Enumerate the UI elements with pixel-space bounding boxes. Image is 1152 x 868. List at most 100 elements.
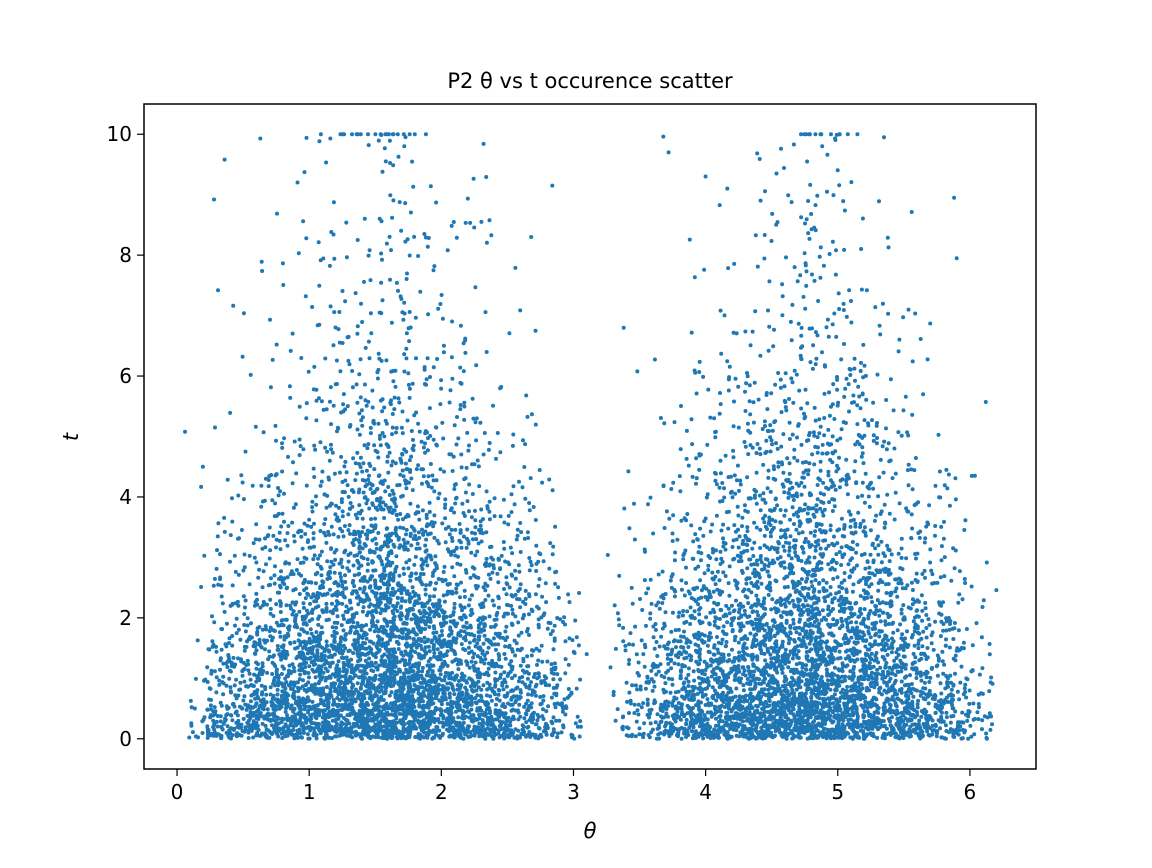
data-point bbox=[273, 423, 278, 428]
data-point bbox=[454, 720, 459, 725]
data-point bbox=[256, 575, 261, 580]
data-point bbox=[525, 626, 530, 631]
data-point bbox=[370, 483, 375, 488]
data-point bbox=[318, 132, 323, 137]
data-point bbox=[310, 305, 315, 309]
data-point bbox=[248, 677, 253, 682]
data-point bbox=[376, 455, 381, 460]
data-point bbox=[335, 696, 340, 700]
data-point bbox=[483, 310, 488, 315]
data-point bbox=[291, 719, 296, 724]
data-point bbox=[437, 651, 442, 656]
data-point bbox=[496, 713, 501, 718]
data-point bbox=[396, 517, 401, 522]
data-point bbox=[482, 562, 487, 567]
data-point bbox=[549, 719, 554, 724]
data-point bbox=[260, 690, 265, 695]
data-point bbox=[251, 541, 256, 546]
data-point bbox=[346, 528, 351, 533]
data-point bbox=[311, 557, 316, 562]
data-point bbox=[317, 673, 322, 678]
data-point bbox=[283, 676, 288, 681]
data-point bbox=[405, 271, 409, 276]
data-point bbox=[458, 562, 463, 567]
data-point bbox=[571, 649, 576, 654]
data-point bbox=[303, 532, 308, 536]
data-point bbox=[405, 467, 410, 472]
data-point bbox=[208, 715, 213, 720]
data-point bbox=[411, 536, 416, 541]
data-point bbox=[370, 529, 375, 534]
data-point bbox=[212, 620, 217, 625]
data-point bbox=[292, 624, 297, 629]
data-point bbox=[328, 385, 333, 390]
data-point bbox=[356, 654, 361, 659]
data-point bbox=[299, 735, 304, 740]
data-point bbox=[471, 416, 476, 421]
data-point bbox=[318, 644, 323, 649]
data-point bbox=[227, 641, 231, 645]
data-point bbox=[291, 460, 295, 465]
data-point bbox=[543, 730, 548, 735]
data-point bbox=[243, 449, 248, 454]
data-point bbox=[411, 627, 416, 632]
data-point bbox=[388, 638, 393, 642]
data-point bbox=[528, 476, 533, 481]
data-point bbox=[472, 633, 477, 638]
data-point bbox=[434, 608, 439, 612]
data-point bbox=[336, 505, 341, 510]
data-point bbox=[414, 410, 419, 415]
data-point bbox=[338, 369, 343, 374]
data-point bbox=[219, 594, 224, 599]
data-point bbox=[360, 469, 365, 474]
data-point bbox=[459, 452, 464, 457]
data-point bbox=[523, 442, 528, 447]
data-point bbox=[334, 382, 339, 386]
data-point bbox=[421, 572, 426, 577]
data-point bbox=[497, 698, 502, 703]
data-point bbox=[483, 598, 488, 602]
data-point bbox=[521, 732, 526, 737]
data-point bbox=[260, 661, 265, 666]
data-point bbox=[336, 702, 341, 707]
data-point bbox=[278, 603, 283, 608]
data-point bbox=[474, 416, 479, 421]
data-point bbox=[333, 604, 338, 609]
data-point bbox=[457, 538, 462, 543]
data-point bbox=[199, 585, 204, 589]
data-point bbox=[506, 522, 511, 527]
data-point bbox=[561, 725, 566, 730]
data-point bbox=[495, 610, 500, 615]
data-point bbox=[450, 376, 455, 381]
data-point bbox=[275, 692, 280, 697]
data-point bbox=[441, 570, 446, 574]
data-point bbox=[347, 362, 352, 367]
data-point bbox=[245, 616, 250, 621]
data-point bbox=[536, 559, 541, 564]
data-point bbox=[496, 692, 501, 697]
data-point bbox=[283, 709, 288, 714]
data-point bbox=[346, 649, 351, 654]
data-point bbox=[345, 404, 350, 409]
data-point bbox=[379, 673, 384, 678]
data-point bbox=[312, 475, 317, 479]
data-point bbox=[297, 650, 302, 655]
data-point bbox=[343, 609, 348, 614]
data-point bbox=[420, 669, 425, 674]
data-point bbox=[336, 426, 341, 431]
data-point bbox=[416, 691, 421, 696]
data-point bbox=[535, 662, 539, 667]
data-point bbox=[374, 546, 379, 551]
data-point bbox=[518, 605, 523, 610]
data-point bbox=[422, 635, 427, 640]
data-point bbox=[266, 484, 271, 489]
data-point bbox=[378, 443, 383, 448]
data-point bbox=[459, 604, 464, 609]
data-point bbox=[357, 708, 362, 713]
data-point bbox=[228, 685, 233, 690]
data-point bbox=[240, 673, 245, 678]
data-point bbox=[275, 590, 280, 595]
data-point bbox=[241, 311, 246, 316]
data-point bbox=[414, 632, 419, 637]
data-point bbox=[306, 369, 311, 374]
